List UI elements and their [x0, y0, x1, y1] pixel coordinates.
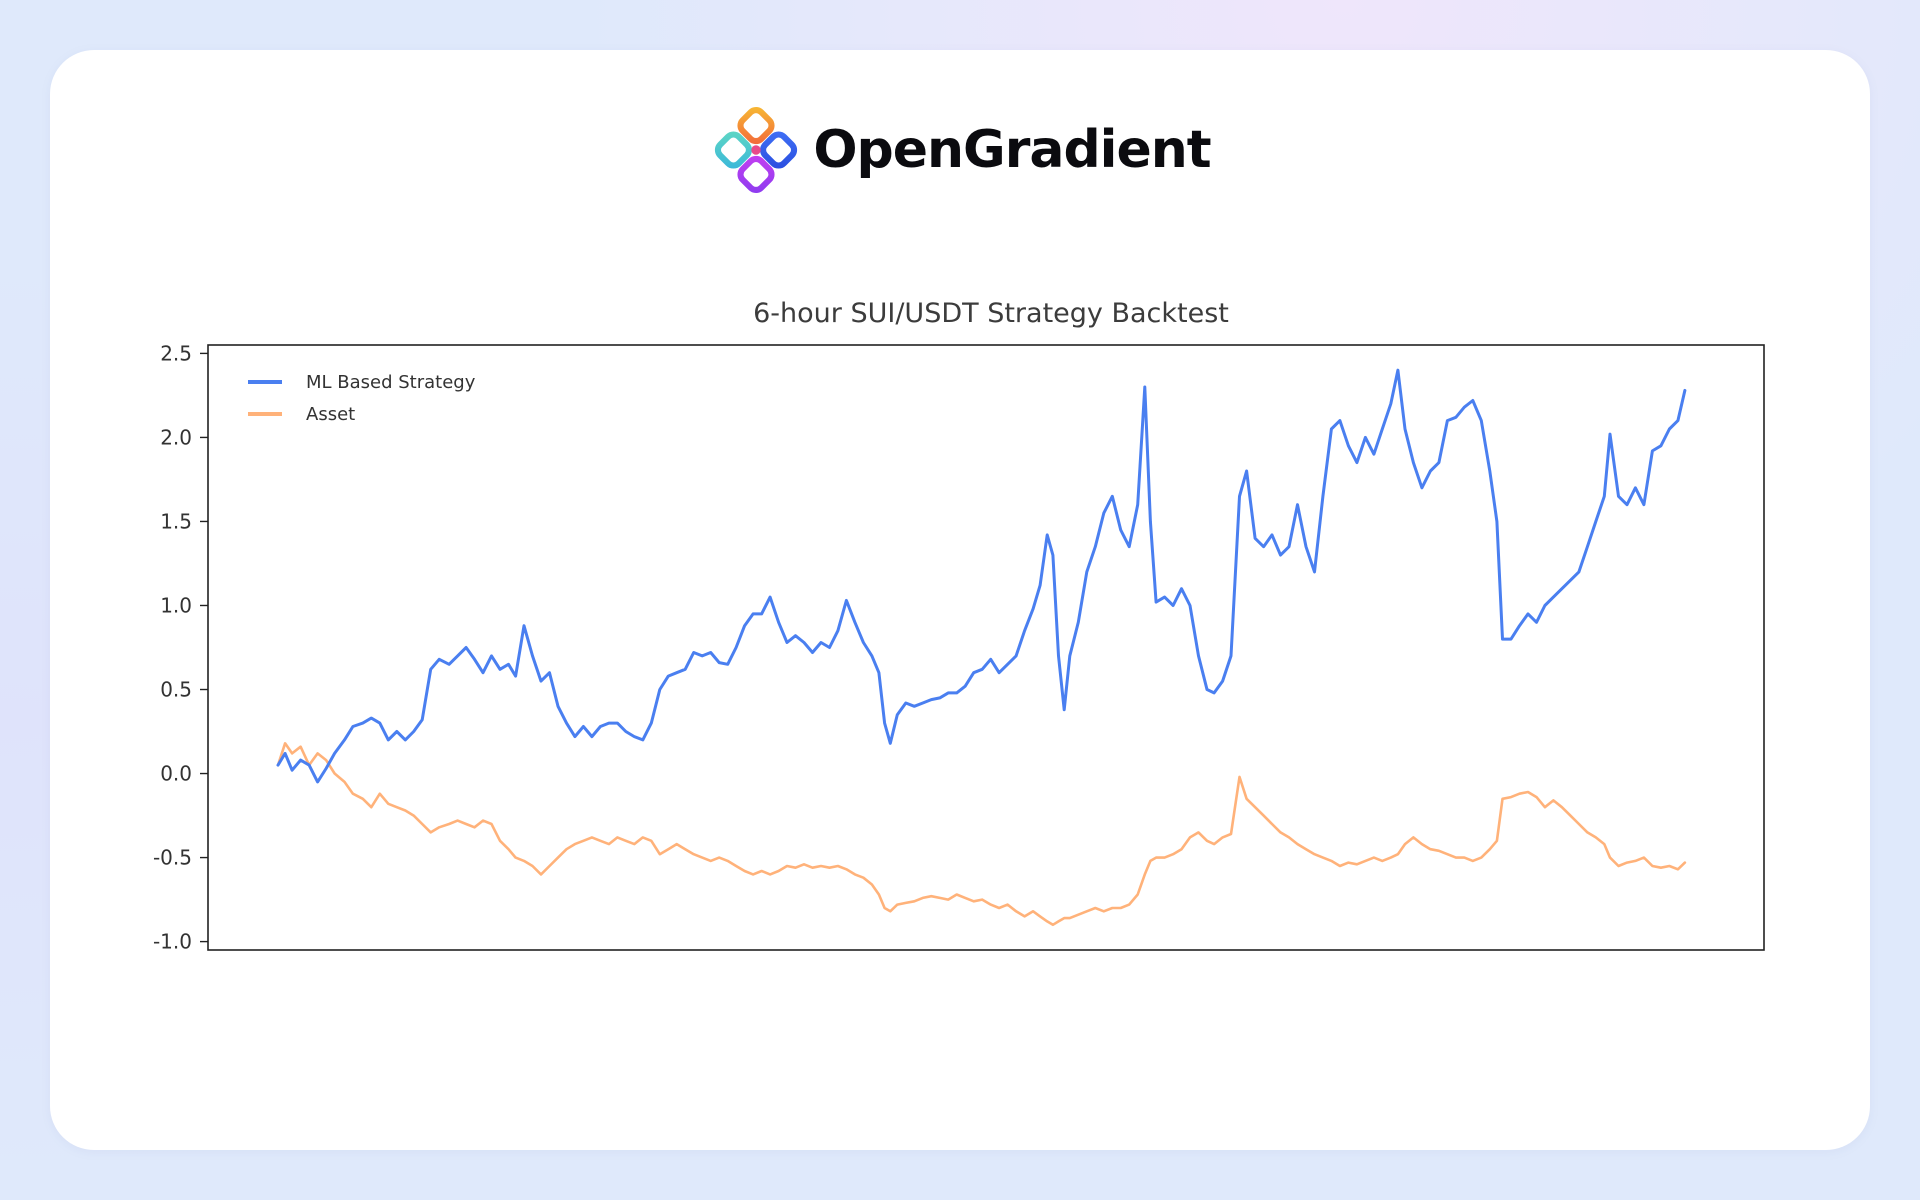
chart-legend: ML Based Strategy Asset	[248, 372, 476, 425]
y-tick-label: 1.0	[160, 593, 192, 617]
series-line-asset	[276, 742, 1687, 927]
plot-frame	[207, 344, 1765, 951]
y-tick-label: 0.5	[160, 678, 192, 702]
y-tick-label: -1.0	[153, 930, 192, 954]
y-tick-label: -0.5	[153, 846, 192, 870]
y-tick-label: 0.0	[160, 762, 192, 786]
y-tick-label: 2.5	[160, 341, 192, 365]
y-axis: 2.5 2.0 1.5 1.0 0.5 0.0 -0.5 -1.0	[153, 341, 208, 954]
legend-label: ML Based Strategy	[306, 372, 476, 393]
brand-header: OpenGradient	[0, 100, 1920, 200]
series-layer	[276, 368, 1687, 927]
opengradient-logo-icon	[715, 107, 798, 193]
brand-name: OpenGradient	[813, 120, 1211, 180]
y-tick-label: 1.5	[160, 509, 192, 533]
series-line-ml-based-strategy	[276, 368, 1687, 784]
chart-title: 6-hour SUI/USDT Strategy Backtest	[753, 298, 1229, 329]
legend-label: Asset	[306, 404, 355, 425]
content-card	[50, 50, 1870, 1150]
y-tick-label: 2.0	[160, 425, 192, 449]
